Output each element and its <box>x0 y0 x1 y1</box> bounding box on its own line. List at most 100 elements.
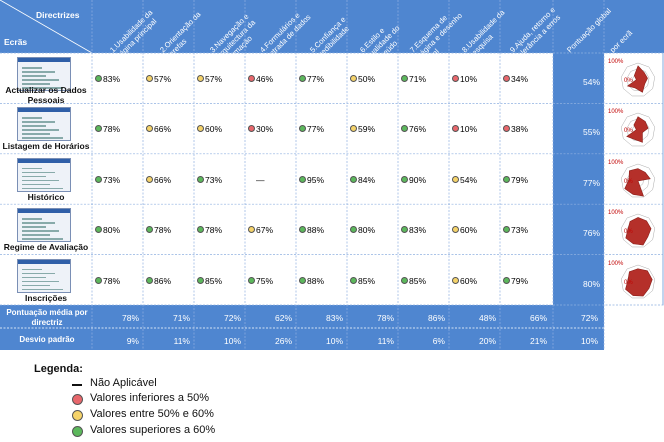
sd-value: 26% <box>274 336 292 346</box>
score-value: 60% <box>460 225 478 236</box>
radar-min-label: 0% <box>624 128 633 134</box>
yellow-status-icon <box>146 175 153 183</box>
yellow-status-icon <box>350 75 357 82</box>
sd-value: 11% <box>173 336 190 346</box>
green-status-icon <box>503 276 510 284</box>
yellow-status-icon <box>146 75 153 82</box>
screen-name: Regime de Avaliação <box>3 242 89 253</box>
radar-max-label: 100% <box>608 109 624 115</box>
legend: Legenda: Não Aplicável Valores inferiore… <box>0 352 664 442</box>
green-status-icon <box>401 276 408 284</box>
yellow-status-icon <box>197 75 204 82</box>
score-value: 10% <box>460 74 478 84</box>
red-status-icon <box>452 125 459 133</box>
mean-value: 78% <box>121 313 139 323</box>
red-status-icon <box>503 125 510 133</box>
score-value: 88% <box>307 225 325 236</box>
mean-value: 62% <box>274 313 292 323</box>
score-value: 79% <box>511 174 529 185</box>
sd-value: 10% <box>325 336 343 346</box>
green-status-icon <box>95 276 102 284</box>
score-value: 66% <box>154 124 172 135</box>
radar-chart: 100% 0% <box>608 109 656 147</box>
header-diagonal <box>0 0 92 53</box>
legend-item-above-60: Valores superiores a 60% <box>90 424 216 436</box>
screen-name: Listagem de Horários <box>2 141 90 152</box>
green-status-icon <box>197 276 204 284</box>
mean-label: Pontuação média por directriz <box>6 308 88 327</box>
green-status-icon <box>197 226 204 234</box>
score-value: 60% <box>460 275 478 286</box>
score-value: 73% <box>511 225 529 236</box>
sd-value: 21% <box>529 336 547 346</box>
score-value: 85% <box>409 275 427 286</box>
screen-thumbnail <box>17 208 71 243</box>
score-value: 80% <box>103 225 121 236</box>
legend-item-below-50: Valores inferiores a 50% <box>90 392 210 404</box>
score-value: 78% <box>154 225 172 236</box>
mean-value: 78% <box>376 313 394 323</box>
radar-min-label: 0% <box>624 179 633 185</box>
score-value: 83% <box>409 225 427 236</box>
score-value: 71% <box>409 74 427 84</box>
red-circle-icon <box>72 394 83 405</box>
score-value: 73% <box>205 174 223 185</box>
score-value: 57% <box>154 74 172 84</box>
radar-series <box>624 168 651 197</box>
legend-title: Legenda: <box>34 363 83 375</box>
score-value: 46% <box>256 74 274 84</box>
radar-max-label: 100% <box>608 261 624 267</box>
green-status-icon <box>299 226 306 234</box>
radar-series <box>625 217 652 246</box>
results-table: Directrizes Ecrãs 1.Usabilidade da págin… <box>0 0 664 350</box>
green-status-icon <box>197 175 204 183</box>
green-status-icon <box>299 175 306 183</box>
directrizes-label: Directrizes <box>36 10 80 20</box>
yellow-status-icon <box>452 175 459 183</box>
radar-chart: 100% 0% <box>608 210 656 248</box>
mean-value: 48% <box>478 313 496 323</box>
sd-value: 6% <box>432 336 445 346</box>
green-status-icon <box>95 175 102 183</box>
score-value: 85% <box>358 275 376 286</box>
radar-min-label: 0% <box>624 229 633 235</box>
radar-chart: 100% 0% <box>608 59 656 97</box>
yellow-status-icon <box>452 226 459 234</box>
red-status-icon <box>248 125 255 133</box>
global-score-column <box>553 53 604 305</box>
yellow-status-icon <box>452 276 459 284</box>
table-footer <box>0 305 604 350</box>
radar-max-label: 100% <box>608 59 624 65</box>
green-status-icon <box>299 125 306 133</box>
screen-name: Actualizar os Dados Pessoais <box>5 85 87 105</box>
global-score: 76% <box>582 228 600 239</box>
red-status-icon <box>503 75 510 82</box>
radar-min-label: 0% <box>624 280 633 286</box>
mean-value: 66% <box>529 313 547 323</box>
score-value: 79% <box>511 275 529 286</box>
score-value: 84% <box>358 174 376 185</box>
mean-global-value: 72% <box>580 313 598 323</box>
legend-item-not-applicable: Não Aplicável <box>90 377 157 389</box>
radar-min-label: 0% <box>624 78 633 84</box>
score-value: 57% <box>205 74 223 84</box>
score-value: 60% <box>205 124 223 135</box>
score-value: 54% <box>460 174 478 185</box>
score-value: 78% <box>103 275 121 286</box>
sd-global-value: 10% <box>580 336 598 346</box>
score-value: 30% <box>256 124 274 135</box>
green-status-icon <box>95 226 102 234</box>
radar-chart: 100% 0% <box>608 261 656 298</box>
dash-icon <box>72 384 82 386</box>
score-value: 59% <box>358 124 376 135</box>
global-score: 77% <box>582 177 600 188</box>
mean-value: 72% <box>223 313 241 323</box>
screen-name: Histórico <box>27 191 65 202</box>
score-value: 76% <box>409 124 427 135</box>
legend-item-50-60: Valores entre 50% e 60% <box>90 408 214 420</box>
radar-series <box>626 65 648 93</box>
sd-value: 9% <box>126 336 139 346</box>
screen-thumbnail <box>17 258 71 293</box>
score-value: 78% <box>205 225 223 236</box>
score-value: — <box>256 174 265 185</box>
